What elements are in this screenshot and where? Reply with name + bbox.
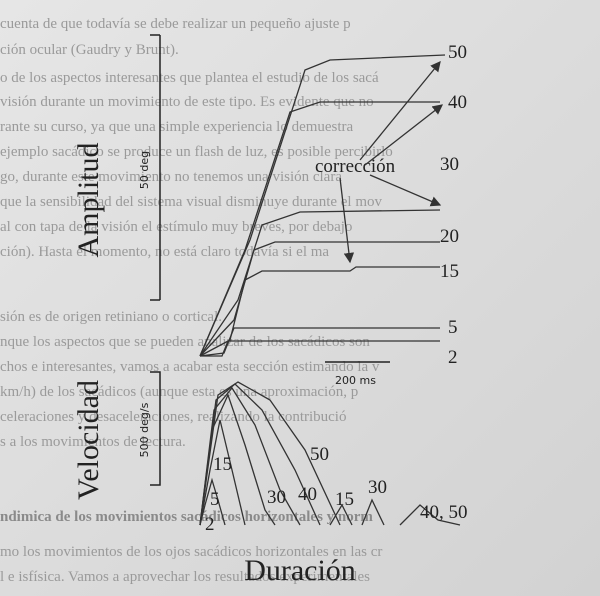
text-line: go, durante este movimiento no tenemos u… [0, 169, 342, 185]
text-line: nque los aspectos que se pueden analizar… [0, 334, 370, 350]
text-line: mo los movimientos de los ojos sacádicos… [0, 544, 382, 560]
text-line: que la sensibilidad del sistema visual d… [0, 194, 383, 210]
curve-label: 15 [440, 261, 459, 282]
text-line: cuenta de que todavía se debe realizar u… [0, 16, 351, 32]
curve-label: 40, 50 [420, 502, 468, 523]
text-line: visión durante un movimiento de este tip… [0, 94, 374, 110]
text-line: rante su curso, ya que una simple experi… [0, 119, 354, 135]
curve-label: 40 [298, 484, 317, 505]
velocity-curve [199, 477, 226, 526]
velocity-curve [199, 383, 321, 526]
curve-label: 30 [440, 154, 459, 175]
velocity-curve [199, 419, 246, 526]
curve-label: 15 [213, 454, 232, 475]
curve-label: 2 [448, 347, 458, 368]
text-line: chos e interesantes, vamos a acabar esta… [0, 359, 380, 375]
curve-label: 2 [205, 514, 215, 535]
text-line: celeraciones y desaceleraciones, realiza… [0, 409, 346, 425]
curve-label: 5 [210, 489, 220, 510]
arrow [359, 60, 441, 161]
amplitude-scale: 50 deg [138, 151, 151, 189]
curve-label: 30 [368, 477, 387, 498]
x-label: Duración [244, 554, 356, 587]
velocity-curve [199, 381, 341, 526]
heading-line: ndimica de los movimientos sacádicos hor… [0, 509, 373, 525]
curve-label: 40 [448, 92, 467, 113]
amplitude-scale-bar [150, 34, 161, 301]
figure: Amplitud 50 deg Velocidad 500 deg/s 200 … [72, 34, 468, 587]
curve-label: 5 [448, 317, 458, 338]
velocity-scale: 500 deg/s [138, 402, 151, 457]
velocity-scale-bar [150, 371, 161, 486]
curve-label: 50 [448, 42, 467, 63]
correction-label: corrección [315, 156, 396, 177]
text-line: o de los aspectos interesantes que plant… [0, 70, 379, 86]
curve-label: 20 [440, 226, 459, 247]
time-scale: 200 ms [335, 374, 376, 387]
arrow [364, 104, 444, 166]
text-line: sión es de origen retiniano o cortical. [0, 309, 222, 325]
velocity-curve [329, 498, 461, 526]
text-line: ejemplo sacádico se produce un flash de … [0, 144, 393, 160]
text-line: ción ocular (Gaudry y Brunt). [0, 42, 179, 58]
text-line: s a los movimientos de lectura. [0, 434, 186, 450]
amplitude-curve [199, 266, 440, 357]
text-line: l e isfísica. Vamos a aprovechar los res… [0, 569, 370, 585]
text-line: ción). Hasta el momento, no está claro t… [0, 244, 329, 260]
curve-label: 30 [267, 487, 286, 508]
amplitude-curve [199, 54, 446, 357]
velocity-label: Velocidad [72, 380, 105, 500]
arrow [369, 174, 442, 207]
amplitude-label: Amplitud [72, 142, 105, 257]
text-line: km/h) de los sacádicos (aunque esta es u… [0, 384, 358, 400]
amplitude-curve [199, 209, 441, 357]
amplitude-curve [200, 340, 440, 357]
text-line: al con tapa de la visión el estímulo muy… [0, 219, 352, 235]
arrow [339, 177, 355, 264]
curve-label: 15 [335, 489, 354, 510]
curve-label: 50 [310, 444, 329, 465]
background-text: cuenta de que todavía se debe realizar u… [0, 16, 393, 585]
